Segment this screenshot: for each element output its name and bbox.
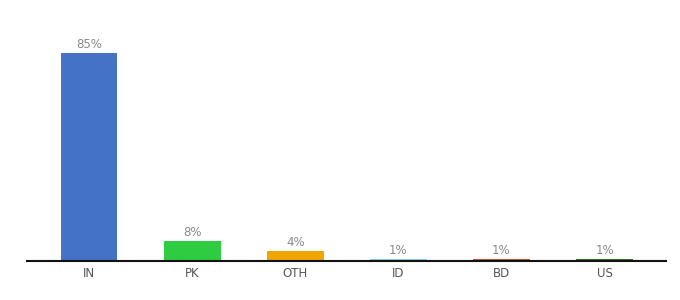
Bar <box>61 53 118 261</box>
Text: 1%: 1% <box>492 244 511 256</box>
Text: 85%: 85% <box>76 38 102 51</box>
Bar <box>576 259 633 261</box>
Bar <box>164 242 220 261</box>
Bar <box>473 259 530 261</box>
Text: 8%: 8% <box>183 226 201 239</box>
Text: 1%: 1% <box>389 244 408 256</box>
Bar <box>267 251 324 261</box>
Text: 4%: 4% <box>286 236 305 249</box>
Text: 1%: 1% <box>595 244 614 256</box>
Bar <box>370 259 427 261</box>
